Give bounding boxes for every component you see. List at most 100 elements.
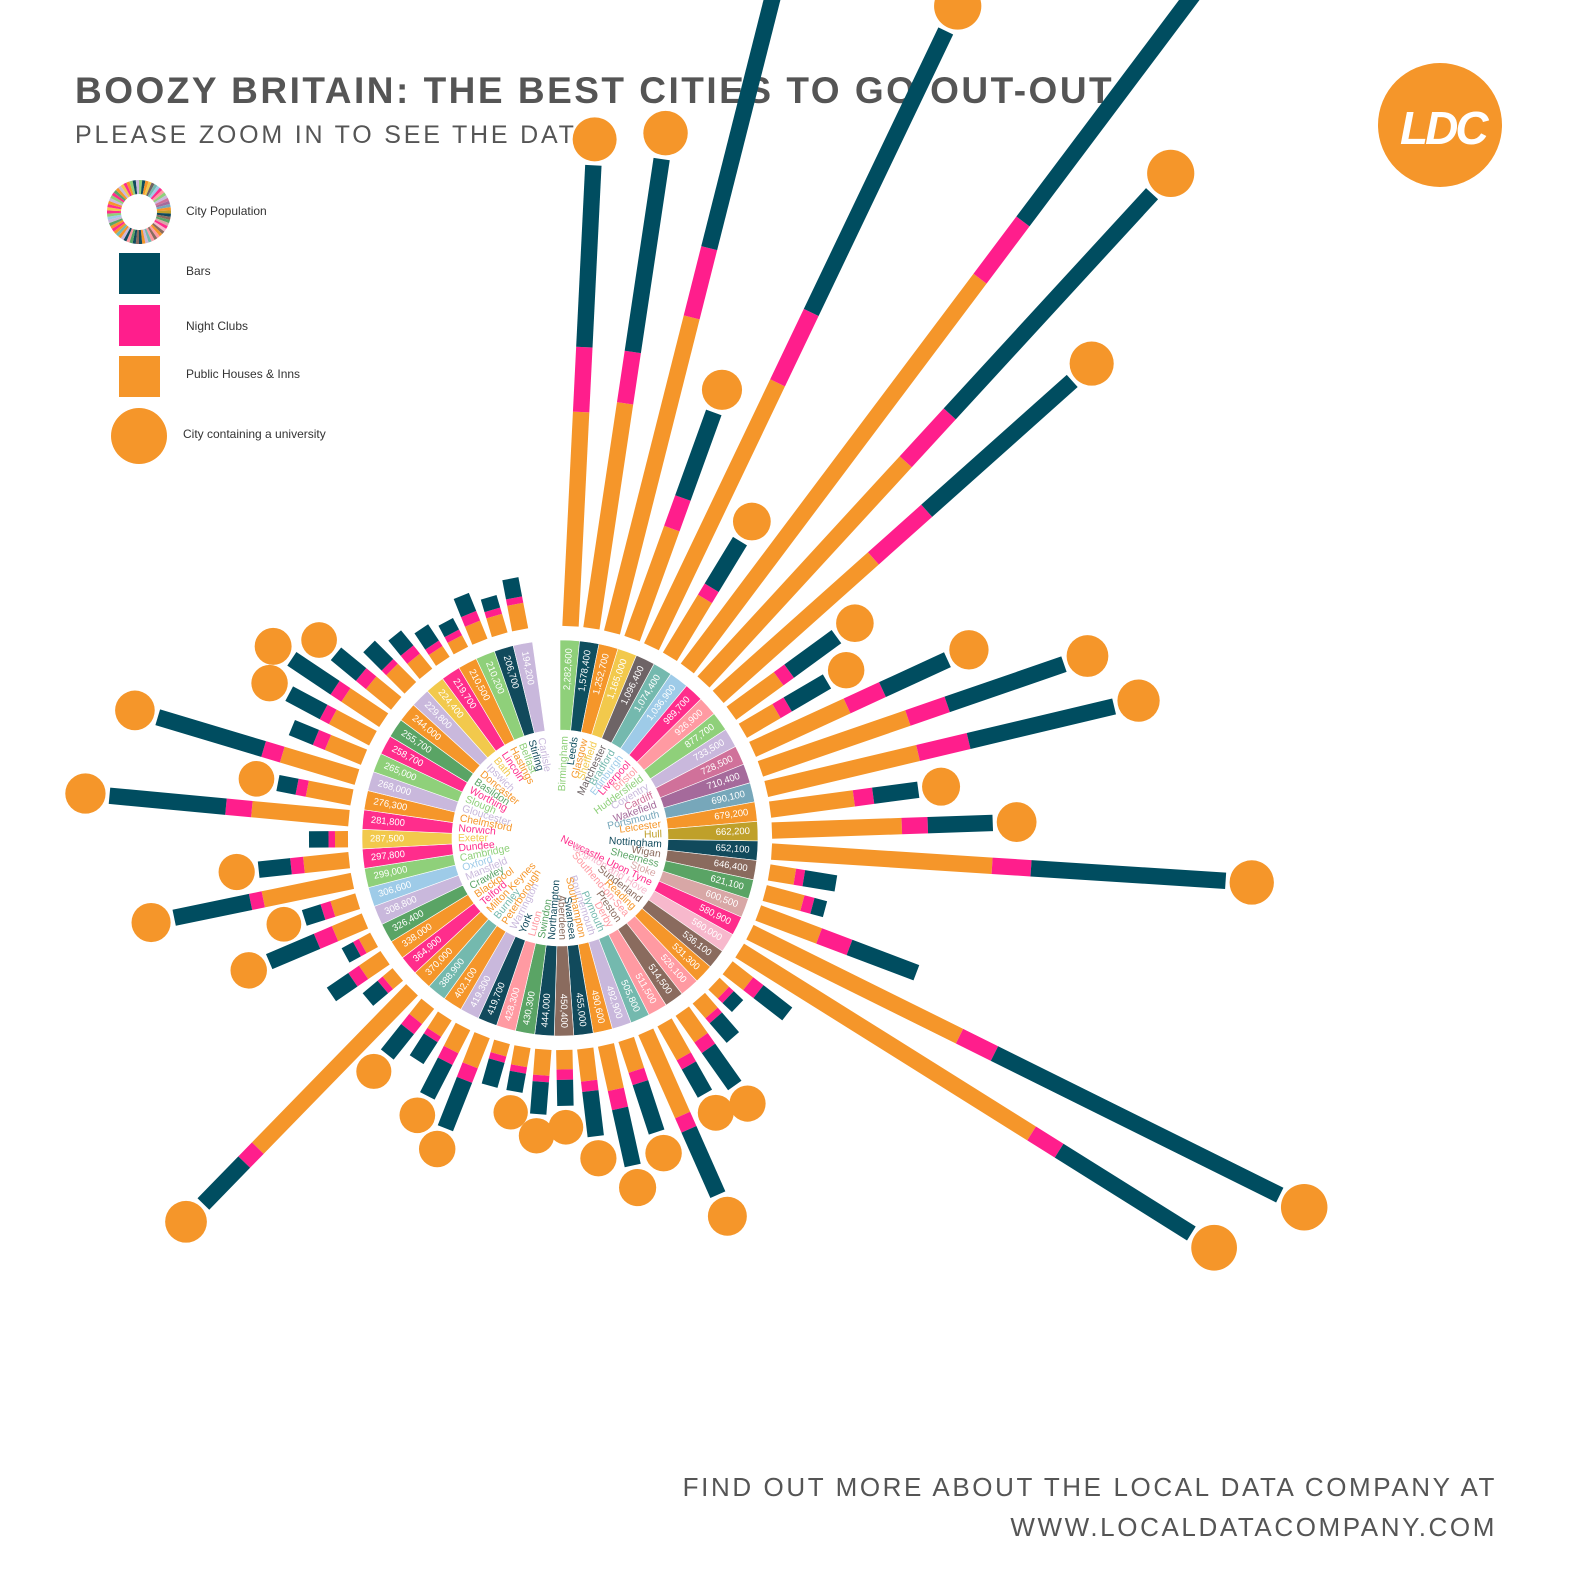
bar-segment-bars (453, 592, 477, 618)
bar-segment-pubs (464, 620, 488, 645)
bar-segment-bars (944, 656, 1067, 713)
bar-segment-bars (784, 630, 842, 678)
legend-ring-segment (120, 226, 131, 240)
legend-ring-segment (108, 200, 123, 208)
bar-segment-nightclubs (295, 778, 309, 797)
university-dot (996, 802, 1037, 842)
population-ring-icon (107, 180, 171, 244)
university-dot (922, 767, 961, 806)
university-dot (729, 1085, 766, 1122)
footer-url[interactable]: WWW.LOCALDATACOMPANY.COM (1010, 1512, 1497, 1542)
university-dot-icon (111, 408, 167, 464)
bar-segment-bars (966, 698, 1116, 749)
bar-segment-pubs (386, 663, 417, 694)
bar-segment-pubs (382, 968, 404, 990)
bar-segment-pubs (328, 709, 377, 746)
ldc-logo[interactable]: LDC (1378, 63, 1502, 187)
bar-segment-pubs (279, 746, 360, 785)
bar-segment-bars (927, 814, 994, 834)
bar-segment-pubs (409, 998, 435, 1025)
bar-segment-pubs (604, 315, 700, 635)
legend-ring-segment (113, 189, 126, 201)
footer-line1[interactable]: FIND OUT MORE ABOUT THE LOCAL DATA COMPA… (682, 1472, 1497, 1502)
legend-ring-segment (142, 180, 149, 195)
legend-ring-segment (144, 181, 152, 196)
bar-segment-nightclubs (312, 729, 332, 750)
legend-ring-segment (142, 229, 149, 244)
legend-ring-segment (115, 187, 128, 200)
bar-segment-bars (1030, 860, 1227, 889)
bar-segment-pubs (712, 552, 879, 703)
bar-segment-bars (480, 595, 501, 613)
bar-segment-nightclubs (955, 1028, 999, 1061)
population-label: 2,282,600 (562, 648, 575, 690)
bar-segment-pubs (771, 843, 993, 874)
bar-segment-pubs (251, 800, 350, 827)
bar-segment-bars (502, 577, 523, 600)
bar-segment-nightclubs (816, 928, 853, 956)
bar-segment-bars (872, 781, 920, 804)
bar-segment-nightclubs (867, 504, 933, 565)
bar-segment-nightclubs (973, 216, 1030, 284)
legend-ring-segment (146, 227, 155, 242)
bar-segment-bars (1016, 0, 1200, 227)
bar-segment-bars (276, 774, 299, 795)
bar-segment-nightclubs (290, 856, 305, 875)
bar-segment-nightclubs (717, 986, 734, 1004)
bar-segment-bars (326, 972, 358, 1002)
bar-segment-bars (675, 409, 722, 501)
bar-segment-pubs (427, 1011, 452, 1037)
university-dot (399, 1097, 436, 1134)
legend-ring-segment (126, 181, 134, 196)
bar-segment-pubs (726, 672, 784, 720)
legend-ring-segment (111, 192, 125, 203)
bar-segment-bars (172, 893, 253, 926)
legend-ring-segment (111, 221, 125, 232)
bars-swatch (119, 253, 160, 294)
legend-ring-segment (132, 229, 138, 244)
bar-segment-nightclubs (683, 246, 718, 320)
bar-segment-bars (681, 1126, 726, 1199)
city-name-label: Dundee (458, 840, 496, 855)
bar-segment-nightclubs (901, 816, 929, 835)
legend-ring-segment (129, 180, 136, 195)
bar-segment-nightclubs (313, 926, 339, 949)
bar-segment-pubs (767, 864, 797, 885)
bar-segment-nightclubs (773, 664, 794, 686)
university-dot (572, 117, 617, 162)
bar-segment-bars (879, 652, 951, 698)
bar-segment-nightclubs (694, 1033, 716, 1054)
legend-ring-segment (150, 187, 163, 200)
page-title: BOOZY BRITAIN: THE BEST CITIES TO GO OUT… (75, 70, 1115, 111)
bar-segment-bars (108, 787, 227, 815)
legend-ring-segment (154, 219, 168, 229)
bar-segment-pubs (261, 872, 355, 908)
bar-segment-pubs (428, 645, 450, 666)
bar-segment-pubs (583, 402, 634, 630)
legend-ring-segment (155, 200, 170, 208)
population-segment (512, 641, 546, 734)
legend-ring-segment (108, 218, 123, 227)
bar-segment-pubs (746, 924, 964, 1044)
city-name-label: Nottingham (608, 836, 662, 850)
legend-ring-segment (107, 207, 122, 212)
legend-ring-segment (123, 227, 132, 242)
legend-ring-segment (139, 229, 143, 244)
bar-segment-bars (438, 618, 460, 638)
bar-segment-bars (556, 1079, 574, 1107)
university-dot (493, 1095, 528, 1130)
bar-segment-bars (701, 1043, 742, 1091)
university-dot (580, 1140, 617, 1177)
city-name-label: Hull (644, 829, 662, 841)
bar-segment-nightclubs (505, 596, 524, 606)
bar-segment-bars (285, 686, 328, 720)
bar-segment-pubs (662, 594, 712, 661)
bar-segment-nightclubs (488, 1052, 507, 1063)
bar-segment-nightclubs (843, 682, 886, 714)
legend-ring-segment (139, 180, 143, 195)
bar-segment-bars (301, 904, 326, 926)
bar-segment-nightclubs (1027, 1126, 1064, 1158)
bar-segment-nightclubs (607, 1087, 629, 1111)
bar-segment-bars (943, 188, 1159, 420)
